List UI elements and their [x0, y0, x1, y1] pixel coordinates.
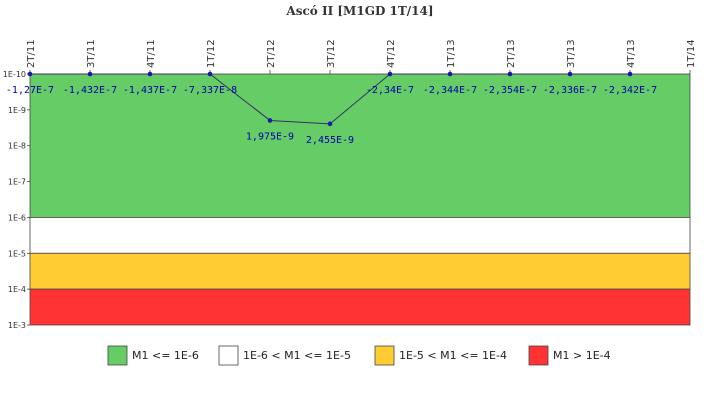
x-tick-label: 4T/13	[626, 39, 637, 68]
chart-title: Ascó II [M1GD 1T/14]	[285, 4, 433, 18]
data-label: -1,27E-7	[6, 85, 54, 96]
x-tick-label: 2T/13	[506, 39, 517, 68]
legend-swatch	[218, 345, 239, 366]
legend-swatch	[107, 345, 128, 366]
legend-swatch	[528, 345, 549, 366]
data-label: -2,336E-7	[543, 85, 597, 96]
threshold-bands	[29, 73, 691, 326]
x-tick-label: 1T/12	[206, 39, 217, 68]
data-point	[27, 71, 33, 77]
data-point	[567, 71, 573, 77]
band-1	[29, 217, 691, 254]
data-label: -2,354E-7	[483, 85, 537, 96]
series-plot	[27, 71, 633, 127]
x-tick-label: 1T/14	[686, 39, 697, 68]
band-0	[29, 73, 691, 218]
data-point	[447, 71, 453, 77]
x-tick-label: 3T/12	[326, 39, 337, 68]
data-point	[87, 71, 93, 77]
x-tick-label: 2T/12	[266, 39, 277, 68]
x-tick-label: 3T/13	[566, 39, 577, 68]
band-3	[29, 288, 691, 326]
y-tick-label: 1E-4	[8, 285, 26, 294]
data-label: 2,455E-9	[306, 135, 354, 146]
band-2	[29, 252, 691, 290]
data-labels: -1,27E-7 -1,432E-7 -1,437E-7 -7,337E-8 1,975…	[6, 85, 657, 146]
legend-swatch	[374, 345, 395, 366]
data-point	[327, 121, 333, 127]
data-point	[207, 71, 213, 77]
legend-label: 1E-6 < M1 <= 1E-5	[243, 349, 351, 362]
x-tick-label: 1T/13	[446, 39, 457, 68]
y-axis: 1E-10 1E-9 1E-8 1E-7 1E-6 1E-5 1E-4 1E-3	[3, 70, 30, 330]
data-point	[147, 71, 153, 77]
x-tick-label: 2T/11	[26, 39, 37, 68]
data-point	[387, 71, 393, 77]
y-tick-label: 1E-5	[8, 249, 26, 258]
x-axis: 2T/11 3T/11 4T/11 1T/12 2T/12 3T/12 4T/12 1T/13…	[26, 39, 697, 74]
data-point	[267, 118, 273, 123]
data-label: -1,432E-7	[63, 85, 117, 96]
y-tick-label: 1E-8	[8, 142, 26, 151]
data-point	[627, 71, 633, 77]
y-tick-label: 1E-7	[8, 178, 26, 187]
data-label: -7,337E-8	[183, 85, 237, 96]
x-tick-label: 3T/11	[86, 39, 97, 68]
legend: M1 <= 1E-6 1E-6 < M1 <= 1E-5 1E-5 < M1 <= …	[107, 345, 611, 366]
data-label: -2,344E-7	[423, 85, 477, 96]
data-point	[507, 71, 513, 77]
data-label: 1,975E-9	[246, 131, 294, 142]
y-tick-label: 1E-3	[8, 321, 26, 330]
x-tick-label: 4T/12	[386, 39, 397, 68]
legend-label: 1E-5 < M1 <= 1E-4	[399, 349, 507, 362]
y-tick-label: 1E-9	[8, 106, 26, 115]
legend-label: M1 <= 1E-6	[132, 349, 199, 362]
y-tick-label: 1E-10	[3, 70, 26, 79]
data-label: -1,437E-7	[123, 85, 177, 96]
y-tick-label: 1E-6	[8, 213, 26, 222]
data-label: -2,342E-7	[603, 85, 657, 96]
legend-label: M1 > 1E-4	[553, 349, 611, 362]
x-tick-label: 4T/11	[146, 39, 157, 68]
data-label: -2,34E-7	[366, 85, 414, 96]
